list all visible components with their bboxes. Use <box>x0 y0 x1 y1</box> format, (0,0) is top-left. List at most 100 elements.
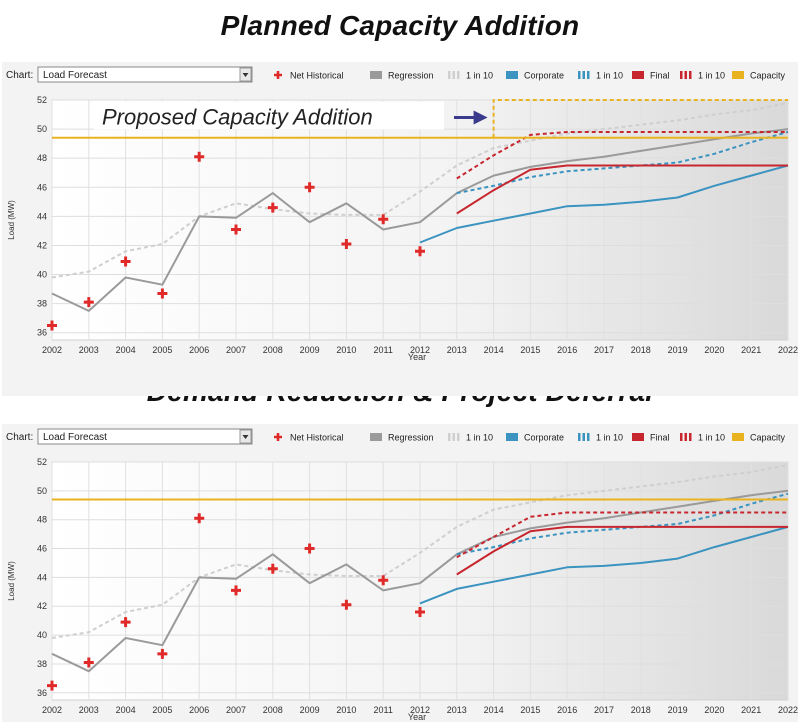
y-tick-label: 36 <box>37 688 47 698</box>
legend-label: Regression <box>388 433 434 443</box>
legend-label: Net Historical <box>290 71 344 81</box>
y-tick-label: 52 <box>37 95 47 105</box>
x-tick-label: 2022 <box>778 345 798 355</box>
chevron-down-icon <box>242 73 249 77</box>
series-line-corporate <box>419 164 789 244</box>
legend-label: 1 in 10 <box>466 433 493 443</box>
x-tick-label: 2016 <box>557 345 577 355</box>
legend-swatch-dash <box>457 433 460 441</box>
series-line-regression <box>51 128 789 312</box>
series-line-1-in-10 <box>51 463 789 639</box>
y-tick-label: 48 <box>37 153 47 163</box>
x-axis-label: Year <box>408 352 426 362</box>
legend-swatch <box>632 433 644 441</box>
x-tick-label: 2005 <box>152 345 172 355</box>
x-tick-label: 2010 <box>336 345 356 355</box>
y-tick-label: 38 <box>37 299 47 309</box>
legend-label: Capacity <box>750 71 786 81</box>
legend-swatch <box>370 433 382 441</box>
net-historical-point <box>120 617 131 628</box>
net-historical-point <box>120 256 131 267</box>
series-line-1-in-10 <box>51 101 789 279</box>
x-tick-label: 2021 <box>741 345 761 355</box>
chart-select-value: Load Forecast <box>43 432 107 443</box>
legend-swatch <box>506 433 518 441</box>
x-tick-label: 2002 <box>42 705 62 715</box>
net-historical-point <box>267 563 278 574</box>
y-tick-label: 52 <box>37 457 47 467</box>
x-tick-label: 2019 <box>668 345 688 355</box>
series-line-capacity <box>492 99 788 138</box>
x-tick-label: 2009 <box>300 705 320 715</box>
x-tick-label: 2014 <box>484 345 504 355</box>
legend-swatch-dash <box>689 71 692 79</box>
x-tick-label: 2009 <box>300 345 320 355</box>
legend-swatch <box>506 71 518 79</box>
x-tick-label: 2017 <box>594 705 614 715</box>
legend-swatch-dash <box>582 71 585 79</box>
net-historical-point <box>194 513 205 524</box>
x-tick-label: 2012 <box>410 345 430 355</box>
annotation-text: Proposed Capacity Addition <box>102 104 373 129</box>
y-tick-label: 42 <box>37 601 47 611</box>
chart-select[interactable] <box>37 428 253 445</box>
y-tick-label: 44 <box>37 211 47 221</box>
legend-label: Capacity <box>750 433 786 443</box>
y-tick-label: 44 <box>37 572 47 582</box>
legend-label: 1 in 10 <box>596 71 623 81</box>
net-historical-point <box>47 680 57 691</box>
net-historical-point <box>378 214 389 225</box>
legend-label: Final <box>650 71 670 81</box>
legend-swatch <box>732 433 744 441</box>
y-tick-label: 40 <box>37 270 47 280</box>
x-tick-label: 2003 <box>79 345 99 355</box>
legend-label: Final <box>650 433 670 443</box>
legend-label: Net Historical <box>290 433 344 443</box>
legend-swatch-dash <box>587 433 590 441</box>
arrow-right-icon <box>473 110 488 125</box>
net-historical-point <box>231 224 241 235</box>
y-tick-label: 46 <box>37 544 47 554</box>
x-tick-label: 2013 <box>447 705 467 715</box>
x-tick-label: 2003 <box>79 705 99 715</box>
y-tick-label: 36 <box>37 328 47 338</box>
x-tick-label: 2007 <box>226 705 246 715</box>
net-historical-point <box>83 657 94 668</box>
net-historical-point <box>267 202 278 213</box>
y-tick-label: 46 <box>37 182 47 192</box>
legend-label: 1 in 10 <box>698 71 725 81</box>
legend-swatch-dash <box>684 433 687 441</box>
x-tick-label: 2006 <box>189 345 209 355</box>
x-tick-label: 2008 <box>263 345 283 355</box>
x-tick-label: 2018 <box>631 345 651 355</box>
legend-swatch-dash <box>452 71 455 79</box>
net-historical-point <box>83 297 94 308</box>
net-historical-point <box>378 575 389 586</box>
load-forecast-chart-1: Chart: Load Forecast Net Historical Regress… <box>6 66 798 362</box>
x-tick-label: 2007 <box>226 345 246 355</box>
x-tick-label: 2022 <box>778 705 798 715</box>
legend-swatch <box>632 71 644 79</box>
x-tick-label: 2021 <box>741 705 761 715</box>
x-tick-label: 2002 <box>42 345 62 355</box>
legend-swatch-dash <box>587 71 590 79</box>
legend-swatch-dash <box>452 433 455 441</box>
legend-label: 1 in 10 <box>596 433 623 443</box>
y-tick-label: 42 <box>37 240 47 250</box>
net-historical-point <box>415 246 425 257</box>
series-line-regression <box>51 489 789 673</box>
legend-label: 1 in 10 <box>698 433 725 443</box>
net-historical-point <box>341 239 352 249</box>
x-tick-label: 2015 <box>520 705 540 715</box>
x-tick-label: 2015 <box>520 345 540 355</box>
x-tick-label: 2005 <box>152 705 172 715</box>
chevron-down-icon <box>242 435 249 439</box>
y-tick-label: 50 <box>37 486 47 496</box>
series-line-final <box>456 525 788 576</box>
chart-select[interactable] <box>37 66 253 83</box>
y-tick-label: 40 <box>37 630 47 640</box>
x-tick-label: 2019 <box>668 705 688 715</box>
series-line-1-in-10 <box>456 492 789 556</box>
x-tick-label: 2013 <box>447 345 467 355</box>
y-axis-label: Load (MW) <box>7 200 16 240</box>
